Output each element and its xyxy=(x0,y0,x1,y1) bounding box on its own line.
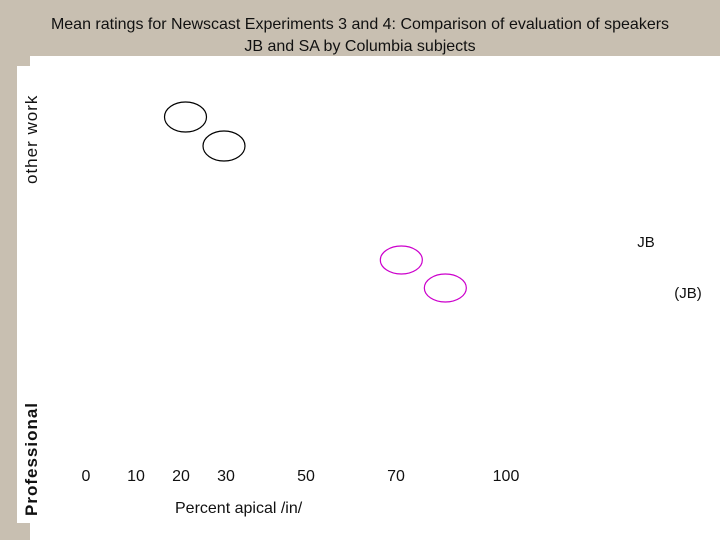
x-tick-label-1: 10 xyxy=(127,468,145,485)
data-point-0-1 xyxy=(202,130,246,162)
x-tick-label-0: 0 xyxy=(82,468,91,485)
data-point-1-1 xyxy=(423,273,467,303)
data-point-1-0 xyxy=(379,245,423,275)
point-label-1-0: JB xyxy=(637,234,655,251)
data-point-0-0 xyxy=(163,101,208,133)
x-axis-label: Percent apical /in/ xyxy=(175,500,303,517)
x-tick-label-2: 20 xyxy=(172,468,190,485)
x-tick-label-6: 100 xyxy=(493,468,520,485)
x-tick-label-5: 70 xyxy=(387,468,405,485)
y-axis-strip xyxy=(17,66,47,523)
plot-panel xyxy=(30,56,720,540)
point-label-1-1: (JB) xyxy=(674,285,702,302)
x-tick-label-4: 50 xyxy=(297,468,315,485)
x-tick-label-3: 30 xyxy=(217,468,235,485)
chart-title: Mean ratings for Newscast Experiments 3 … xyxy=(50,16,670,55)
